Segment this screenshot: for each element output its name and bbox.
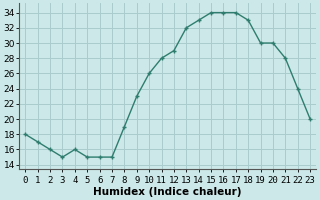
X-axis label: Humidex (Indice chaleur): Humidex (Indice chaleur) [93, 187, 242, 197]
